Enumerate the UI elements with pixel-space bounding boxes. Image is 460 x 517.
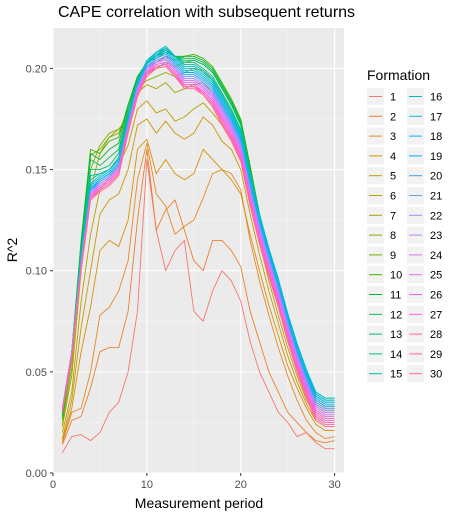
legend-title: Formation — [367, 67, 430, 83]
legend-label: 9 — [390, 250, 396, 262]
legend-item-30: 30 — [407, 365, 442, 383]
legend-item-3: 3 — [367, 127, 396, 145]
legend-label: 26 — [430, 290, 442, 302]
series-line-21 — [61, 55, 335, 409]
axes: 0 10 20 30 0.00 0.05 0.10 0.15 0.20 — [26, 63, 341, 491]
y-tick-label: 0.00 — [26, 468, 47, 480]
legend-label: 27 — [430, 309, 442, 321]
legend-item-15: 15 — [367, 365, 402, 383]
series-line-30 — [61, 65, 335, 427]
legend-item-26: 26 — [407, 286, 442, 303]
y-tick-label: 0.15 — [26, 165, 47, 177]
legend-label: 10 — [390, 270, 402, 282]
y-tick-label: 0.10 — [26, 266, 47, 278]
y-tick-label: 0.05 — [26, 367, 47, 379]
legend-label: 4 — [390, 151, 396, 163]
chart-title: CAPE correlation with subsequent returns — [58, 4, 355, 21]
legend-item-20: 20 — [407, 167, 442, 185]
series-line-3 — [61, 142, 335, 443]
legend-item-24: 24 — [407, 246, 442, 264]
legend-label: 1 — [390, 92, 396, 104]
legend-label: 30 — [430, 369, 442, 381]
x-tick-label: 20 — [235, 479, 247, 491]
legend-label: 6 — [390, 191, 396, 203]
legend-item-16: 16 — [407, 88, 442, 105]
legend-item-17: 17 — [407, 107, 442, 125]
legend-label: 16 — [430, 92, 442, 104]
legend-label: 14 — [390, 349, 402, 361]
legend-label: 12 — [390, 309, 402, 321]
legend-item-8: 8 — [367, 226, 396, 244]
legend-item-10: 10 — [367, 266, 402, 284]
legend-item-2: 2 — [367, 107, 396, 125]
series-line-6 — [61, 100, 335, 433]
legend-label: 8 — [390, 230, 396, 242]
series-line-17 — [61, 47, 335, 409]
legend-item-29: 29 — [407, 345, 442, 363]
legend-item-4: 4 — [367, 147, 396, 165]
legend-label: 20 — [430, 171, 442, 183]
legend-item-27: 27 — [407, 305, 442, 323]
legend-item-23: 23 — [407, 226, 442, 244]
legend-item-28: 28 — [407, 325, 442, 343]
legend-item-25: 25 — [407, 266, 442, 284]
legend-label: 7 — [390, 210, 396, 222]
legend-label: 22 — [430, 210, 442, 222]
legend-label: 21 — [430, 191, 442, 203]
x-tick-label: 0 — [50, 479, 56, 491]
x-tick-label: 30 — [328, 479, 340, 491]
legend-item-9: 9 — [367, 246, 396, 264]
legend-label: 18 — [430, 131, 442, 143]
legend-label: 23 — [430, 230, 442, 242]
y-axis-label: R^2 — [4, 238, 20, 263]
legend-label: 5 — [390, 171, 396, 183]
legend-label: 24 — [430, 250, 442, 262]
legend-label: 2 — [390, 111, 396, 123]
legend-item-6: 6 — [367, 187, 396, 204]
legend-item-12: 12 — [367, 305, 402, 323]
plot-panel — [53, 28, 344, 473]
series-line-4 — [61, 138, 335, 441]
grid-lines — [52, 28, 344, 474]
series-line-27 — [61, 63, 335, 421]
legend-label: 29 — [430, 349, 442, 361]
legend-label: 13 — [390, 329, 402, 341]
legend-label: 19 — [430, 151, 442, 163]
legend-label: 25 — [430, 270, 442, 282]
legend-item-14: 14 — [367, 345, 402, 363]
series-line-5 — [61, 116, 335, 439]
legend-label: 11 — [390, 290, 401, 302]
series-line-25 — [61, 61, 335, 417]
x-axis-label: Measurement period — [135, 495, 263, 511]
legend-label: 17 — [430, 111, 442, 123]
series-line-29 — [61, 65, 335, 425]
series-line-19 — [61, 51, 335, 409]
legend-item-18: 18 — [407, 127, 442, 145]
y-tick-label: 0.20 — [26, 63, 47, 75]
legend-item-11: 11 — [367, 286, 401, 303]
legend-item-19: 19 — [407, 147, 442, 165]
legend-item-1: 1 — [367, 88, 396, 105]
legend-label: 3 — [390, 131, 396, 143]
legend: Formation 123456789101112131415161718192… — [367, 67, 442, 383]
legend-item-7: 7 — [367, 206, 396, 224]
x-tick-label: 10 — [141, 479, 153, 491]
legend-label: 15 — [390, 369, 402, 381]
legend-label: 28 — [430, 329, 442, 341]
legend-item-22: 22 — [407, 206, 442, 224]
legend-item-5: 5 — [367, 167, 396, 185]
series-line-16 — [61, 45, 335, 411]
legend-item-13: 13 — [367, 325, 402, 343]
series-lines — [61, 45, 335, 453]
series-line-2 — [61, 148, 335, 445]
series-line-1 — [62, 159, 335, 453]
legend-item-21: 21 — [407, 187, 442, 204]
